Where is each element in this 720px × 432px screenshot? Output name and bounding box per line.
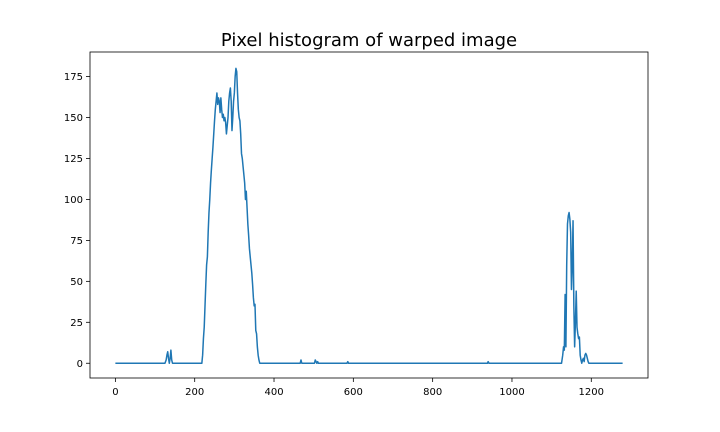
series-line-0 [115,67,623,365]
y-tick-label: 100 [64,195,83,206]
chart-title: Pixel histogram of warped image [221,30,517,51]
y-tick-label: 175 [64,72,83,83]
y-tick-label: 75 [70,236,83,247]
x-tick-label: 400 [264,387,283,398]
x-tick-label: 1200 [579,387,604,398]
x-tick-label: 800 [423,387,442,398]
y-tick-label: 0 [77,359,83,370]
axes-frame [89,51,649,379]
y-tick-label: 150 [64,113,83,124]
x-tick-label: 200 [185,387,204,398]
ticks-layer: 0 200 400 600 800 1000 1200 0 25 50 75 100 125 150 175 [64,72,604,398]
y-tick-label: 25 [70,318,83,329]
plot-layer [115,67,623,365]
x-tick-label: 600 [344,387,363,398]
x-tick-label: 1000 [499,387,524,398]
x-tick-label: 0 [112,387,118,398]
y-tick-label: 125 [64,154,83,165]
y-tick-label: 50 [70,277,83,288]
